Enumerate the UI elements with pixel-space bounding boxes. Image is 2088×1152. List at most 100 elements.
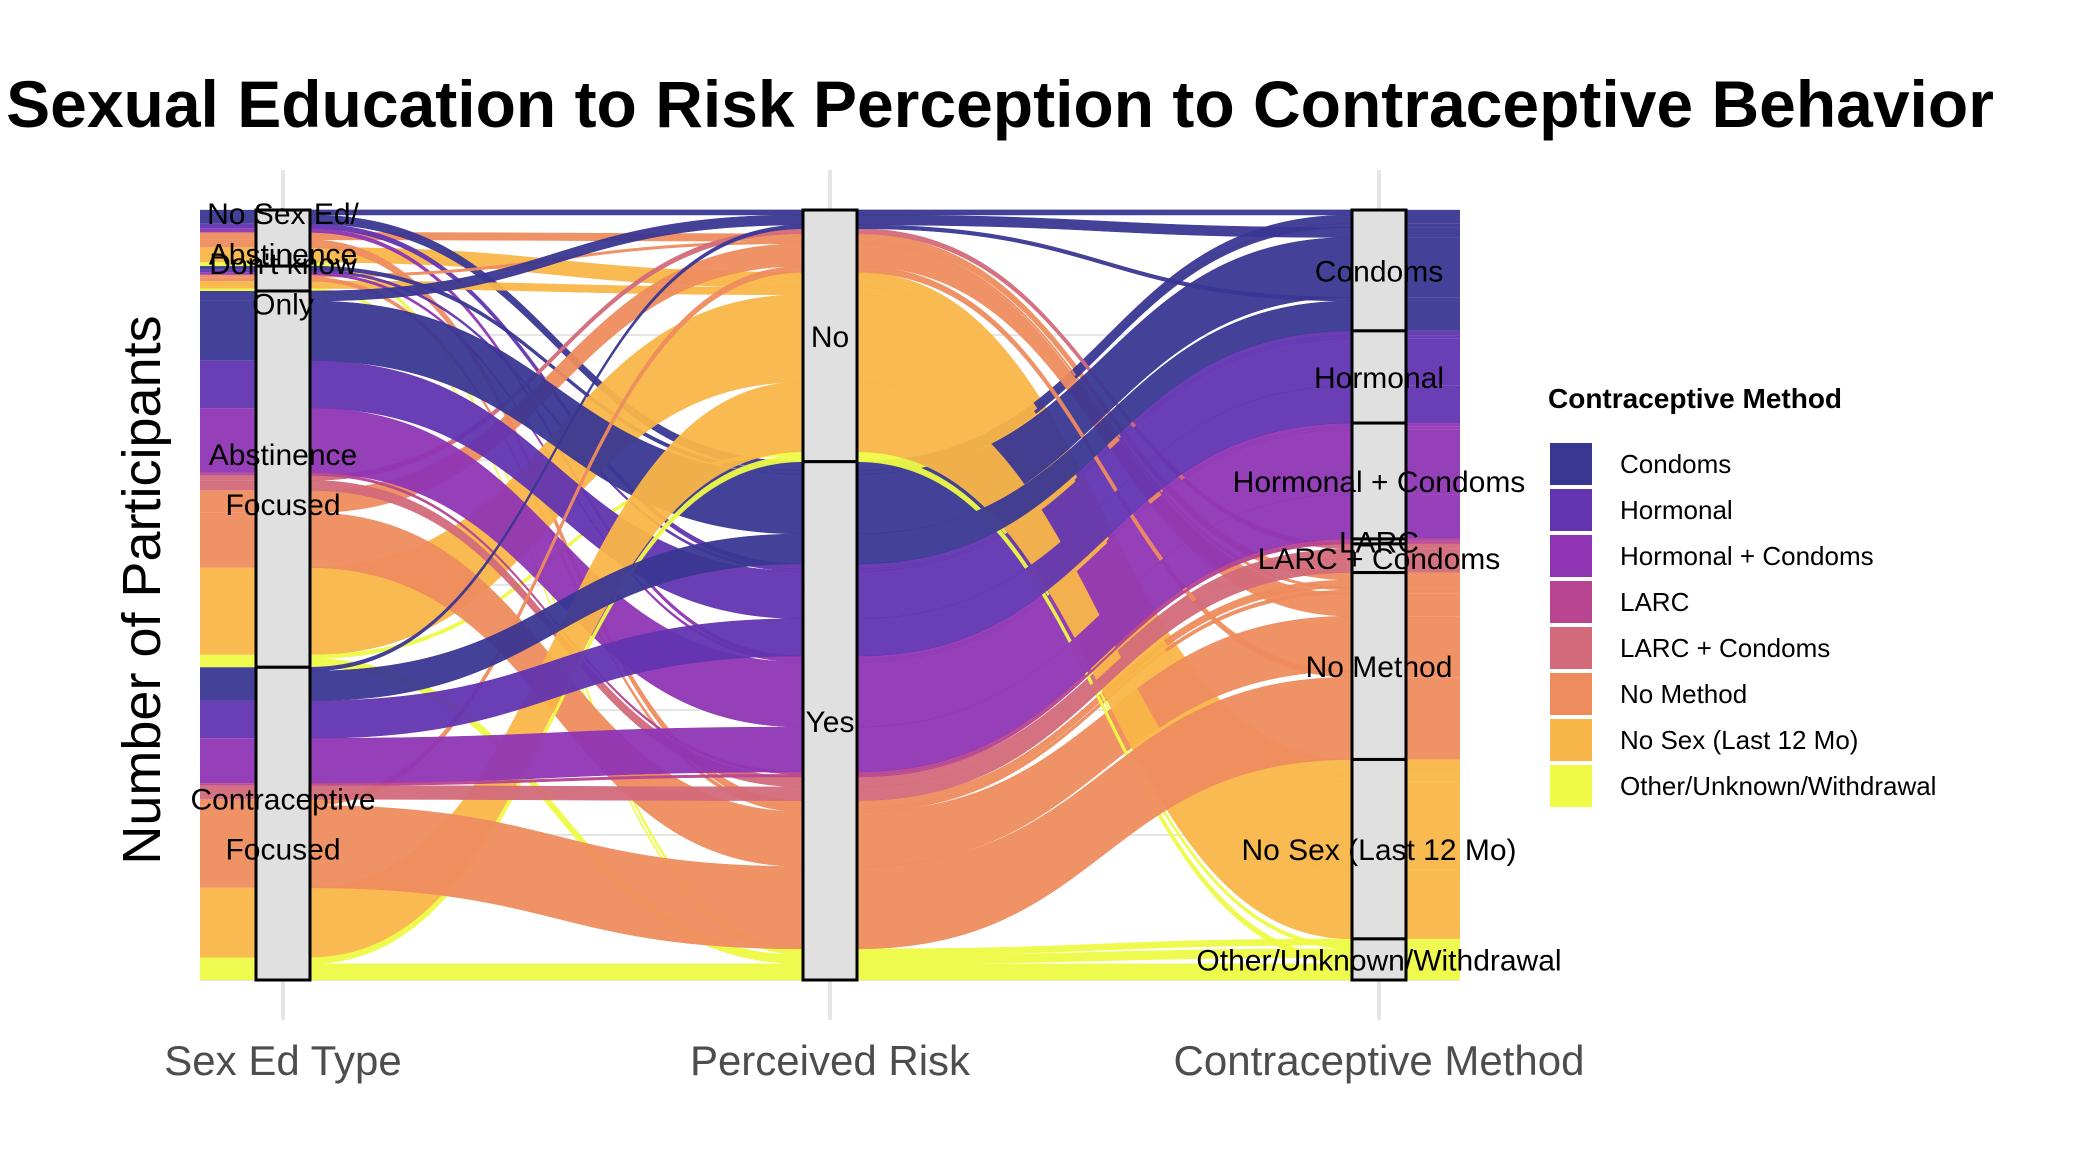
stratum-box: [1350, 329, 1408, 425]
legend-label: LARC + Condoms: [1620, 633, 1830, 663]
flow-ribbon: [200, 288, 256, 291]
stratum-label: Condoms: [1315, 255, 1443, 288]
flow-ribbon: [200, 785, 256, 800]
stratum-label: No Method: [1306, 651, 1453, 684]
flow-ribbon: [1406, 590, 1460, 594]
flow-ribbon: [200, 290, 256, 301]
flow-ribbon: [1406, 330, 1460, 336]
x-axis-labels: Sex Ed Type Perceived Risk Contraceptive M…: [164, 1037, 1584, 1084]
flow-ribbon: [1406, 942, 1460, 946]
flow-ribbon: [1406, 297, 1460, 301]
legend-swatch: [1550, 765, 1592, 807]
flow-ribbon: [1406, 945, 1460, 949]
flow-ribbon: [200, 247, 256, 263]
x-tick-label: Sex Ed Type: [164, 1037, 401, 1084]
flow-ribbon: [200, 658, 256, 668]
flow-ribbon: [200, 262, 256, 267]
stratum-label: No Sex Ed/Don't know: [207, 198, 359, 281]
legend-label: No Sex (Last 12 Mo): [1620, 725, 1858, 755]
stratum-box: [801, 208, 859, 464]
flow-ribbon: [200, 783, 256, 786]
legend: Contraceptive Method Condoms Hormonal Hormo…: [1548, 383, 1936, 807]
flow-ribbon: [200, 210, 256, 215]
flow-ribbon: [200, 887, 256, 958]
legend-swatch: [1550, 627, 1592, 669]
flow-ribbon: [309, 785, 804, 801]
flow-ribbon: [200, 472, 256, 476]
stratum-box: [1350, 208, 1408, 333]
flow-ribbon: [1406, 677, 1460, 760]
flow-ribbon: [1406, 948, 1460, 958]
legend-label: Other/Unknown/Withdrawal: [1620, 771, 1936, 801]
flow-ribbon: [200, 480, 256, 491]
flow-ribbon: [200, 272, 256, 275]
flow-ribbon: [200, 274, 256, 278]
chart-title: Sexual Education to Risk Perception to C…: [6, 67, 1994, 141]
flow-ribbon: [1406, 671, 1460, 678]
flow-ribbon: [1406, 423, 1460, 427]
legend-title: Contraceptive Method: [1548, 383, 1842, 414]
legend-swatch: [1550, 535, 1592, 577]
y-axis-label: Number of Participants: [112, 315, 172, 864]
stratum-label: Abstinence Only: [209, 239, 357, 322]
flow-ribbon: [200, 223, 256, 229]
flow-ribbon: [1406, 338, 1460, 386]
stratum-box: [801, 460, 859, 982]
flow-ribbon: [200, 738, 256, 784]
stratum-label: Contraceptive Focused: [190, 784, 375, 867]
flow-ribbon: [200, 567, 256, 655]
stratum-label: Yes: [806, 706, 855, 739]
flow-ribbon: [1406, 572, 1460, 581]
flow-ribbon: [1406, 957, 1460, 964]
flow-ribbon: [1406, 543, 1460, 549]
flow-ribbon: [200, 266, 256, 270]
flow-ribbon: [200, 799, 256, 806]
flow-ribbon: [1406, 538, 1460, 542]
flow-ribbon: [200, 667, 256, 672]
flow-ribbon: [1406, 587, 1460, 591]
legend-label: No Method: [1620, 679, 1747, 709]
legend-swatch: [1550, 581, 1592, 623]
flow-ribbon: [200, 277, 256, 282]
stratum-box: [1350, 937, 1408, 982]
flow-ribbon: [200, 512, 256, 568]
flow-ribbon: [200, 671, 256, 701]
stratum-label: Other/Unknown/Withdrawal: [1196, 944, 1561, 977]
flow-ribbon: [200, 408, 256, 473]
flow-ribbon: [200, 232, 256, 240]
flow-ribbon: [200, 281, 256, 289]
x-tick-label: Contraceptive Method: [1174, 1037, 1585, 1084]
stratum-box: [254, 264, 312, 293]
flow-ribbon: [1406, 429, 1460, 495]
flow-ribbon: [200, 214, 256, 224]
flow-ribbon: [200, 228, 256, 233]
legend-label: LARC: [1620, 587, 1689, 617]
flow-ribbon: [1406, 938, 1460, 943]
stratum-box: [254, 289, 312, 669]
x-tick-label: Perceived Risk: [690, 1037, 971, 1084]
flow-ribbon: [1406, 385, 1460, 424]
flow-ribbon: [1406, 963, 1460, 980]
flow-ribbon: [1406, 541, 1460, 544]
stratum-label: Abstinence Focused: [209, 439, 357, 522]
flow-ribbon: [200, 269, 256, 273]
stratum-box: [254, 665, 312, 982]
stratum-label: LARC: [1339, 526, 1419, 559]
stratum-label: Hormonal + Condoms: [1233, 466, 1526, 499]
flow-ribbon: [200, 360, 256, 409]
flow-ribbon: [200, 963, 256, 980]
flow-ribbon: [200, 805, 256, 888]
legend-label: Hormonal: [1620, 495, 1733, 525]
stratum-label: Hormonal: [1314, 362, 1444, 395]
flow-ribbon: [1406, 335, 1460, 339]
flow-ribbon: [1406, 426, 1460, 430]
flow-ribbon: [1406, 558, 1460, 573]
flow-ribbon: [200, 300, 256, 361]
flow-ribbon: [1406, 781, 1460, 870]
flow-ribbon: [309, 209, 804, 216]
flow-ribbon: [1406, 300, 1460, 331]
legend-label: Condoms: [1620, 449, 1731, 479]
flow-ribbon: [200, 700, 256, 739]
